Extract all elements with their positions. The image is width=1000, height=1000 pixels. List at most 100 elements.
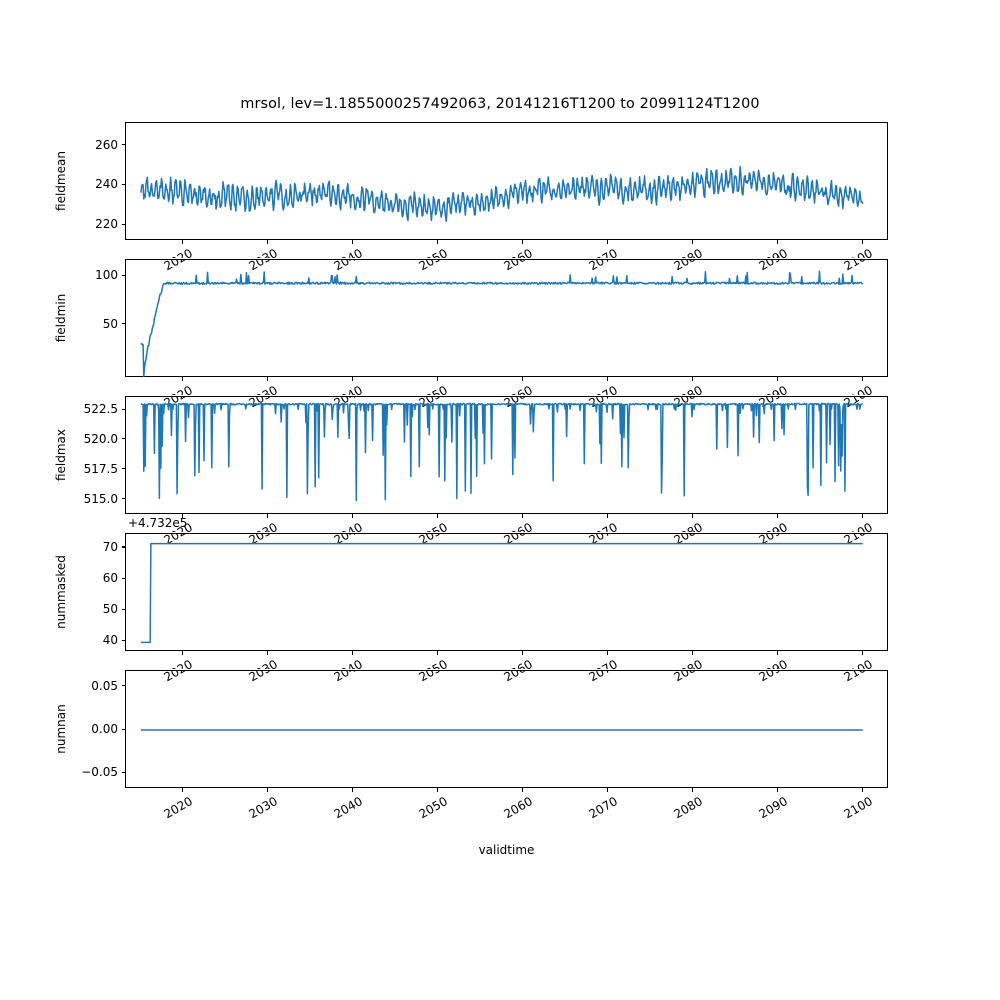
xtick-mark xyxy=(692,240,694,244)
y-axis-label-nummasked: nummasked xyxy=(54,555,68,629)
xtick-mark xyxy=(352,651,354,655)
ytick-mark xyxy=(121,408,125,410)
xtick-mark xyxy=(777,377,779,381)
ytick-mark xyxy=(121,323,125,325)
ytick-mark xyxy=(121,183,125,186)
xtick-mark xyxy=(437,651,439,655)
ytick-label: 40 xyxy=(102,633,118,648)
xtick-mark xyxy=(182,651,184,655)
plot-line-nummasked xyxy=(140,542,863,644)
ytick-label: −0.05 xyxy=(81,765,118,780)
xtick-mark xyxy=(182,514,184,518)
xtick-mark xyxy=(267,514,269,518)
xtick-mark xyxy=(267,788,269,792)
ytick-label: 60 xyxy=(102,571,118,586)
y-axis-label-numnan: numnan xyxy=(54,704,68,754)
xtick-mark xyxy=(692,514,694,518)
ytick-mark xyxy=(121,498,125,500)
xtick-mark xyxy=(777,651,779,655)
ytick-mark xyxy=(121,685,125,687)
subplot-fieldmin xyxy=(125,259,888,377)
xtick-mark xyxy=(522,377,524,381)
xtick-mark xyxy=(182,377,184,381)
ytick-mark xyxy=(121,608,125,610)
xtick-mark xyxy=(352,788,354,792)
xtick-mark xyxy=(862,377,864,381)
plot-line-fieldmin xyxy=(140,270,864,377)
xtick-mark xyxy=(522,514,524,518)
subplot-fieldmean xyxy=(125,122,888,240)
ytick-mark xyxy=(121,274,125,276)
ytick-label: 517.5 xyxy=(83,461,118,476)
xtick-mark xyxy=(267,377,269,381)
ytick-mark xyxy=(121,577,125,579)
xtick-mark xyxy=(267,651,269,655)
xtick-mark xyxy=(777,788,779,792)
xtick-mark xyxy=(267,240,269,244)
y-axis-offset-text: +4.732e5 xyxy=(128,516,188,530)
xtick-mark xyxy=(437,514,439,518)
ytick-mark xyxy=(121,771,125,773)
plot-line-fieldmean xyxy=(140,165,864,223)
ytick-mark xyxy=(121,728,125,730)
axes-overlap-mask xyxy=(0,531,1000,533)
ytick-label: 50 xyxy=(102,602,118,617)
xtick-mark xyxy=(777,240,779,244)
axes-overlap-mask xyxy=(0,668,1000,670)
ytick-label: 522.5 xyxy=(83,402,118,417)
ytick-label: 240 xyxy=(95,177,118,192)
xtick-mark xyxy=(522,651,524,655)
xtick-mark xyxy=(352,240,354,244)
y-axis-label-fieldmax: fieldmax xyxy=(54,428,68,482)
ytick-label: 50 xyxy=(102,316,118,331)
xtick-mark xyxy=(607,514,609,518)
y-axis-label-fieldmean: fieldmean xyxy=(54,151,68,211)
ytick-label: 100 xyxy=(95,268,118,283)
xtick-mark xyxy=(607,788,609,792)
y-axis-label-fieldmin: fieldmin xyxy=(54,293,68,343)
xtick-mark xyxy=(862,788,864,792)
ytick-mark xyxy=(121,639,125,641)
ytick-label: 0.00 xyxy=(91,722,118,736)
xtick-mark xyxy=(437,788,439,792)
xtick-mark xyxy=(862,651,864,655)
xtick-mark xyxy=(182,240,184,244)
xtick-mark xyxy=(437,377,439,381)
subplot-nummasked xyxy=(125,533,888,651)
plot-line-numnan xyxy=(140,729,863,731)
ytick-mark xyxy=(121,546,125,548)
xtick-mark xyxy=(352,514,354,518)
xtick-mark xyxy=(607,651,609,655)
axes-overlap-mask xyxy=(0,394,1000,396)
xtick-mark xyxy=(777,514,779,518)
ytick-label: 220 xyxy=(95,217,118,232)
ytick-label: 0.05 xyxy=(91,678,118,693)
xtick-mark xyxy=(692,788,694,792)
xtick-mark xyxy=(607,377,609,381)
xtick-mark xyxy=(692,651,694,655)
ytick-label: 515.0 xyxy=(83,491,118,506)
plot-line-fieldmax xyxy=(140,402,864,502)
ytick-label: 520.0 xyxy=(83,431,118,446)
xtick-mark xyxy=(182,788,184,792)
ytick-mark xyxy=(121,438,125,440)
xtick-mark xyxy=(862,240,864,244)
xtick-mark xyxy=(352,377,354,381)
subplot-numnan xyxy=(125,670,888,788)
xtick-mark xyxy=(522,240,524,244)
ytick-mark xyxy=(121,144,125,146)
xtick-mark xyxy=(437,240,439,244)
ytick-label: 260 xyxy=(95,137,118,152)
xtick-mark xyxy=(862,514,864,518)
axes-overlap-mask xyxy=(0,257,1000,259)
subplot-fieldmax xyxy=(125,396,888,514)
ytick-mark xyxy=(121,223,125,225)
xtick-mark xyxy=(522,788,524,792)
figure-title: mrsol, lev=1.1855000257492063, 20141216T… xyxy=(240,96,760,112)
xtick-mark xyxy=(692,377,694,381)
ytick-mark xyxy=(121,468,125,470)
x-axis-label: validtime xyxy=(478,843,535,857)
ytick-label: 70 xyxy=(102,539,118,554)
xtick-mark xyxy=(607,240,609,244)
